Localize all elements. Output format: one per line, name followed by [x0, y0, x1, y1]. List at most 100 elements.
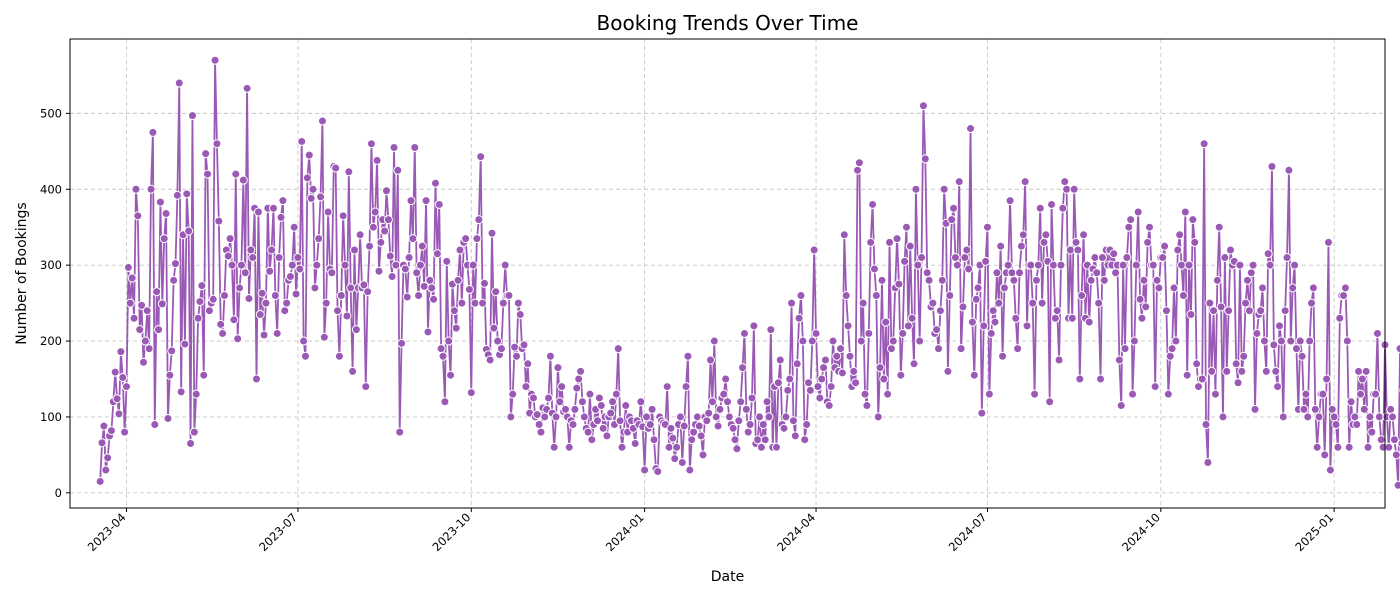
data-point: [187, 111, 197, 121]
data-point: [148, 127, 158, 137]
data-point: [805, 385, 815, 395]
data-point: [1350, 412, 1360, 422]
data-point: [1152, 275, 1162, 285]
data-point: [361, 382, 371, 392]
data-point: [1205, 298, 1215, 308]
data-point: [849, 366, 859, 376]
data-point: [1137, 313, 1147, 323]
data-point: [1030, 389, 1040, 399]
data-point: [133, 211, 143, 221]
data-point: [1184, 260, 1194, 270]
data-point: [960, 253, 970, 263]
data-point: [645, 420, 655, 430]
data-point: [186, 438, 196, 448]
data-point: [1224, 306, 1234, 316]
data-point: [909, 359, 919, 369]
data-point: [1303, 412, 1313, 422]
data-point: [901, 222, 911, 232]
data-point: [898, 328, 908, 338]
data-point: [792, 359, 802, 369]
data-point: [1126, 215, 1136, 225]
data-point: [771, 442, 781, 452]
data-point: [521, 382, 531, 392]
data-point: [293, 253, 303, 263]
data-point: [468, 260, 478, 270]
data-point: [1092, 268, 1102, 278]
data-point: [696, 431, 706, 441]
data-point: [203, 169, 213, 179]
data-point: [621, 401, 631, 411]
data-point: [197, 281, 207, 291]
data-point: [817, 374, 827, 384]
data-point: [1282, 253, 1292, 263]
data-point: [555, 397, 565, 407]
data-point: [1297, 351, 1307, 361]
data-point: [683, 351, 693, 361]
data-point: [1314, 412, 1324, 422]
data-point: [1357, 374, 1367, 384]
data-point: [781, 412, 791, 422]
data-point: [920, 154, 930, 164]
data-point: [1188, 215, 1198, 225]
data-point: [299, 336, 309, 346]
data-point: [1069, 184, 1079, 194]
data-point: [1280, 306, 1290, 316]
data-point: [334, 351, 344, 361]
data-point: [1192, 359, 1202, 369]
data-point: [1050, 313, 1060, 323]
data-point: [828, 336, 838, 346]
data-point: [1131, 260, 1141, 270]
data-point: [758, 420, 768, 430]
data-point: [387, 272, 397, 282]
data-point: [127, 273, 137, 283]
data-point: [331, 163, 341, 173]
data-point: [967, 317, 977, 327]
data-point: [291, 289, 301, 299]
data-point: [885, 237, 895, 247]
data-point: [414, 291, 424, 301]
data-point: [404, 253, 414, 263]
data-point: [883, 389, 893, 399]
data-point: [852, 165, 862, 175]
data-point: [212, 139, 222, 149]
data-point: [826, 382, 836, 392]
data-point: [886, 344, 896, 354]
data-point: [184, 226, 194, 236]
data-point: [218, 328, 228, 338]
data-point: [568, 420, 578, 430]
data-point: [1318, 389, 1328, 399]
data-point: [436, 344, 446, 354]
data-point: [176, 387, 186, 397]
data-point: [161, 209, 171, 219]
data-point: [219, 291, 229, 301]
data-point: [924, 275, 934, 285]
data-point: [152, 287, 162, 297]
data-point: [131, 184, 141, 194]
data-point: [129, 313, 139, 323]
data-point: [380, 226, 390, 236]
data-point: [1203, 457, 1213, 467]
data-point: [1263, 249, 1273, 259]
data-point: [615, 416, 625, 426]
data-point: [856, 336, 866, 346]
data-point: [881, 317, 891, 327]
data-point: [391, 260, 401, 270]
data-point: [836, 344, 846, 354]
data-point: [706, 355, 716, 365]
data-point: [947, 215, 957, 225]
data-point: [123, 262, 133, 272]
data-point: [1199, 139, 1209, 149]
data-point: [1301, 389, 1311, 399]
data-point: [641, 412, 651, 422]
data-point: [346, 283, 356, 293]
data-point: [1214, 222, 1224, 232]
data-point: [1312, 442, 1322, 452]
data-point: [564, 442, 574, 452]
data-point: [244, 294, 254, 304]
data-point: [344, 167, 354, 177]
data-point: [664, 442, 674, 452]
data-point: [225, 234, 235, 244]
data-point: [214, 216, 224, 226]
data-point: [815, 393, 825, 403]
data-point: [553, 363, 563, 373]
